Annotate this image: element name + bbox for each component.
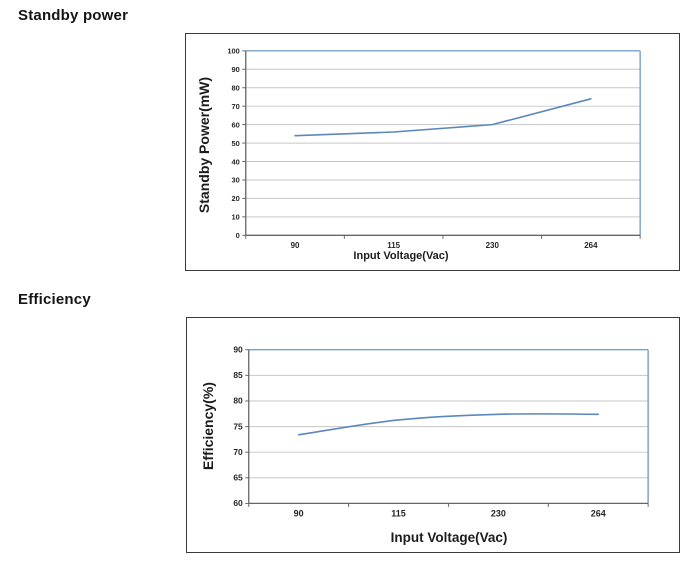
svg-text:264: 264 (584, 241, 598, 250)
svg-text:20: 20 (231, 194, 239, 203)
svg-text:230: 230 (491, 508, 506, 518)
svg-text:85: 85 (233, 370, 243, 380)
standby-y-axis-title: Standby Power(mW) (196, 76, 212, 214)
svg-text:90: 90 (231, 65, 239, 74)
svg-text:230: 230 (486, 241, 500, 250)
svg-text:90: 90 (291, 241, 300, 250)
standby-x-axis-title: Input Voltage(Vac) (353, 250, 449, 262)
svg-text:80: 80 (233, 396, 243, 406)
efficiency-plot: 60 65 70 75 80 85 90 90 115 230 264 (233, 345, 649, 518)
svg-text:115: 115 (391, 508, 405, 518)
svg-text:60: 60 (233, 498, 243, 508)
efficiency-chart: 60 65 70 75 80 85 90 90 115 230 264 Efficiency(%) … (186, 317, 680, 553)
svg-text:90: 90 (233, 345, 243, 355)
svg-text:40: 40 (231, 157, 239, 166)
svg-text:75: 75 (233, 421, 243, 431)
standby-power-chart: 0 10 20 30 40 50 60 70 80 90 100 90 115 230 264 Standb… (185, 33, 680, 271)
standby-power-plot: 0 10 20 30 40 50 60 70 80 90 100 90 115 230 264 (227, 47, 641, 250)
svg-text:264: 264 (591, 508, 606, 518)
section-heading-efficiency: Efficiency (18, 291, 91, 308)
efficiency-y-axis-title: Efficiency(%) (200, 382, 216, 470)
svg-text:60: 60 (231, 120, 239, 129)
svg-text:70: 70 (231, 102, 239, 111)
svg-text:30: 30 (231, 176, 239, 185)
svg-text:80: 80 (231, 84, 239, 93)
efficiency-x-axis-title: Input Voltage(Vac) (390, 530, 508, 545)
svg-text:10: 10 (231, 213, 239, 222)
svg-text:90: 90 (294, 508, 304, 518)
svg-text:50: 50 (231, 139, 239, 148)
svg-text:65: 65 (233, 473, 243, 483)
svg-text:0: 0 (236, 231, 240, 240)
svg-text:70: 70 (233, 447, 243, 457)
section-heading-standby-power: Standby power (18, 7, 129, 24)
svg-text:115: 115 (387, 241, 400, 250)
svg-text:100: 100 (227, 47, 239, 56)
